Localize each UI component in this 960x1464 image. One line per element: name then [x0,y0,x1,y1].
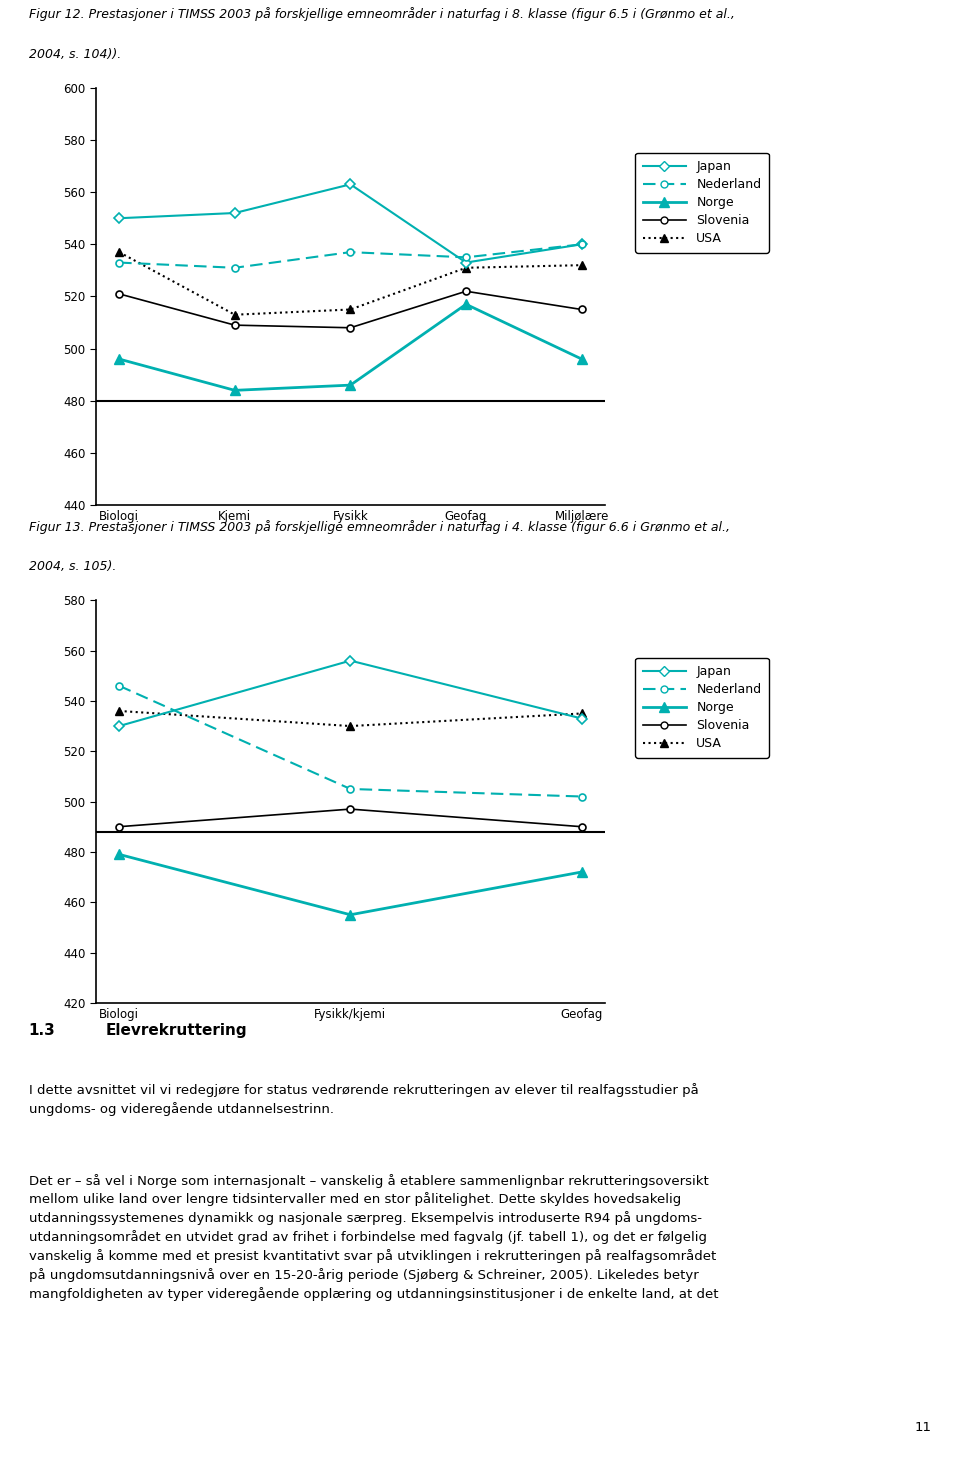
Text: 1.3: 1.3 [29,1023,56,1038]
Text: Det er – så vel i Norge som internasjonalt – vanskelig å etablere sammenlignbar : Det er – så vel i Norge som internasjona… [29,1174,718,1301]
Text: Elevrekruttering: Elevrekruttering [106,1023,247,1038]
Legend: Japan, Nederland, Norge, Slovenia, USA: Japan, Nederland, Norge, Slovenia, USA [636,657,769,758]
Text: Figur 13. Prestasjoner i TIMSS 2003 på forskjellige emneområder i naturfag i 4. : Figur 13. Prestasjoner i TIMSS 2003 på f… [29,520,730,534]
Legend: Japan, Nederland, Norge, Slovenia, USA: Japan, Nederland, Norge, Slovenia, USA [636,152,769,253]
Text: I dette avsnittet vil vi redegjøre for status vedrørende rekrutteringen av eleve: I dette avsnittet vil vi redegjøre for s… [29,1083,699,1116]
Text: 11: 11 [914,1422,931,1433]
Text: 2004, s. 104)).: 2004, s. 104)). [29,47,121,60]
Text: 2004, s. 105).: 2004, s. 105). [29,561,116,572]
Text: Figur 12. Prestasjoner i TIMSS 2003 på forskjellige emneområder i naturfag i 8. : Figur 12. Prestasjoner i TIMSS 2003 på f… [29,7,734,22]
